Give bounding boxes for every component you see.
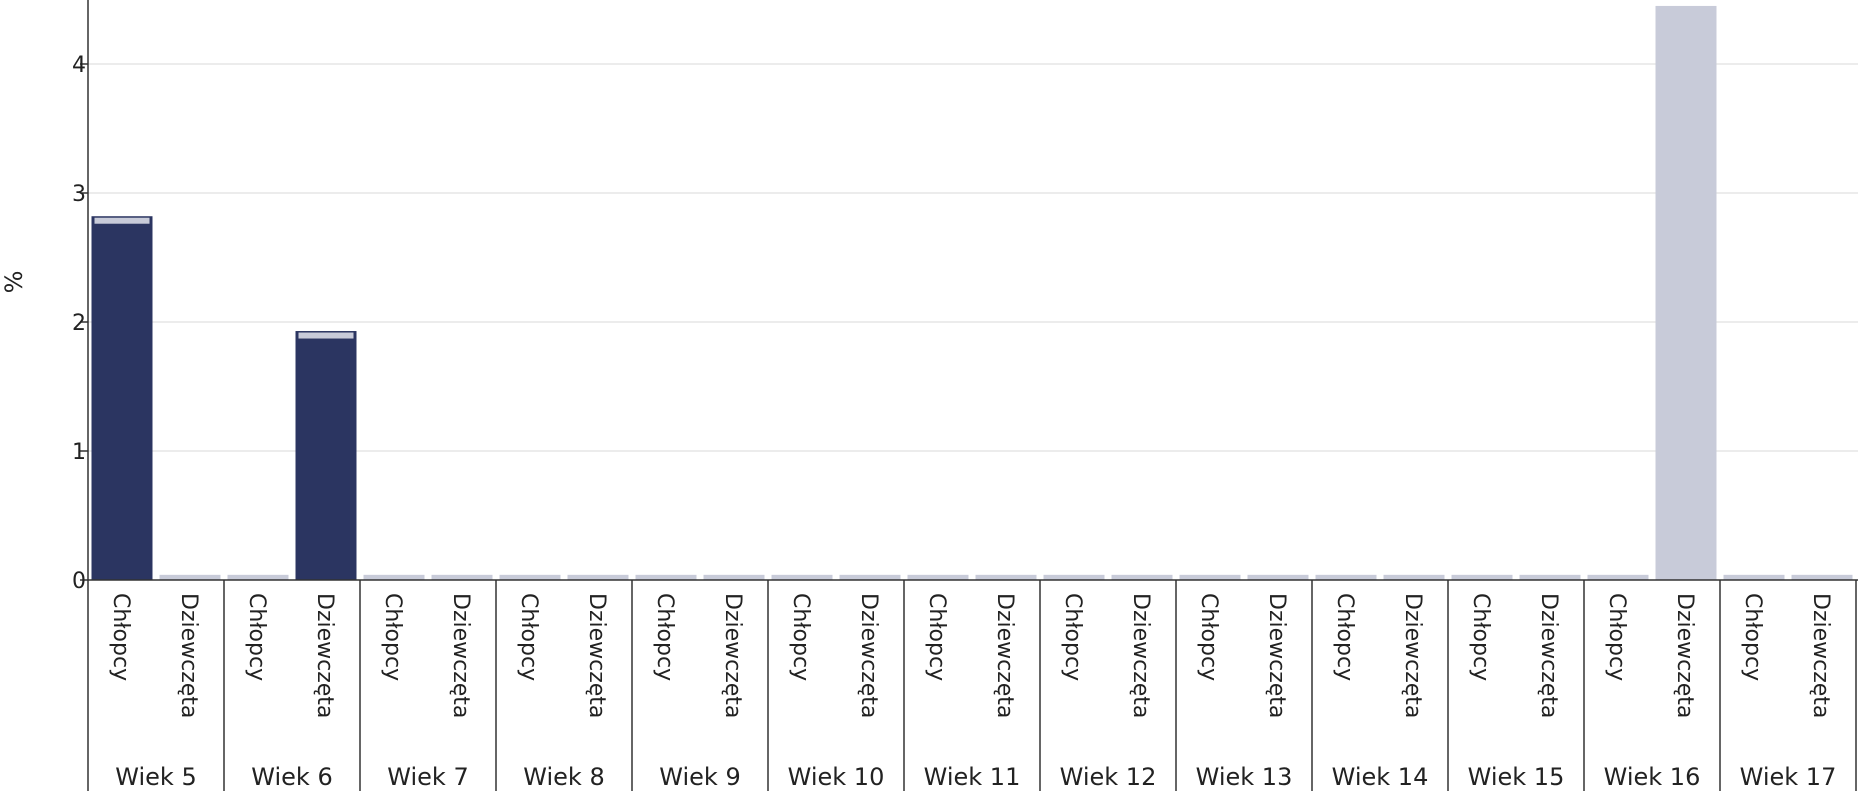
bar-series-2 xyxy=(976,575,1037,580)
subcategory-label: Chłopcy xyxy=(244,593,269,681)
y-tick-label: 2 xyxy=(72,311,86,336)
subcategory-label: Dziewczęta xyxy=(1400,593,1425,718)
y-tick-label: 3 xyxy=(72,182,86,207)
bar-series-2 xyxy=(1724,575,1785,580)
subcategory-label: Dziewczęta xyxy=(176,593,201,718)
bar-series-2 xyxy=(1316,575,1377,580)
bar-series-2 xyxy=(160,575,221,580)
subcategory-label: Dziewczęta xyxy=(856,593,881,718)
group-label: Wiek 12 xyxy=(1060,763,1157,791)
group-label: Wiek 5 xyxy=(115,763,196,791)
y-axis-label: % xyxy=(0,271,28,294)
group-label: Wiek 13 xyxy=(1196,763,1293,791)
subcategory-label: Chłopcy xyxy=(516,593,541,681)
subcategory-label: Chłopcy xyxy=(1196,593,1221,681)
group-label: Wiek 17 xyxy=(1740,763,1837,791)
group-label: Wiek 8 xyxy=(523,763,604,791)
bar-series-1 xyxy=(92,216,153,580)
group-label: Wiek 16 xyxy=(1604,763,1701,791)
bars xyxy=(92,6,1853,580)
bar-series-2 xyxy=(1792,575,1853,580)
bar-series-2 xyxy=(1180,575,1241,580)
subcategory-label: Dziewczęta xyxy=(720,593,745,718)
bar-series-2 xyxy=(432,575,493,580)
subcategory-label: Chłopcy xyxy=(652,593,677,681)
subcategory-label: Dziewczęta xyxy=(1672,593,1697,718)
bar-series-1 xyxy=(296,331,357,580)
bar-series-2 xyxy=(908,575,969,580)
bar-series-2 xyxy=(1520,575,1581,580)
bar-series-2 xyxy=(636,575,697,580)
group-label: Wiek 9 xyxy=(659,763,740,791)
bar-series-2 xyxy=(568,575,629,580)
x-category-labels: Wiek 5 Chłopcy Dziewczęta Wiek 6 Chłopcy Dzie… xyxy=(108,593,1836,791)
subcategory-label: Dziewczęta xyxy=(1264,593,1289,718)
subcategory-label: Dziewczęta xyxy=(448,593,473,718)
subcategory-label: Chłopcy xyxy=(108,593,133,681)
bar-series-2 xyxy=(1044,575,1105,580)
y-tick-labels: 0 1 2 3 4 xyxy=(72,53,86,594)
bar-series-2 xyxy=(1452,575,1513,580)
group-label: Wiek 6 xyxy=(251,763,332,791)
bar-series-2 xyxy=(228,575,289,580)
y-tick-label: 4 xyxy=(72,53,86,78)
y-tick-label: 0 xyxy=(72,569,86,594)
subcategory-label: Dziewczęta xyxy=(312,593,337,718)
bar-series-2 xyxy=(1112,575,1173,580)
bar-series-2 xyxy=(364,575,425,580)
subcategory-label: Chłopcy xyxy=(380,593,405,681)
bar-series-2 xyxy=(299,333,354,339)
bar-series-2 xyxy=(1656,6,1717,580)
subcategory-label: Chłopcy xyxy=(1468,593,1493,681)
subcategory-label: Chłopcy xyxy=(788,593,813,681)
subcategory-label: Chłopcy xyxy=(1332,593,1357,681)
y-tick-label: 1 xyxy=(72,440,86,465)
bar-series-2 xyxy=(704,575,765,580)
group-label: Wiek 10 xyxy=(788,763,885,791)
group-label: Wiek 7 xyxy=(387,763,468,791)
subcategory-label: Dziewczęta xyxy=(1128,593,1153,718)
bar-series-2 xyxy=(95,218,150,224)
group-label: Wiek 15 xyxy=(1468,763,1565,791)
subcategory-label: Chłopcy xyxy=(924,593,949,681)
subcategory-label: Chłopcy xyxy=(1740,593,1765,681)
subcategory-label: Dziewczęta xyxy=(992,593,1017,718)
subcategory-label: Dziewczęta xyxy=(584,593,609,718)
subcategory-label: Dziewczęta xyxy=(1808,593,1833,718)
group-label: Wiek 14 xyxy=(1332,763,1429,791)
bar-series-2 xyxy=(840,575,901,580)
group-label: Wiek 11 xyxy=(924,763,1021,791)
subcategory-label: Chłopcy xyxy=(1604,593,1629,681)
bar-series-2 xyxy=(1248,575,1309,580)
subcategory-label: Chłopcy xyxy=(1060,593,1085,681)
bar-series-2 xyxy=(772,575,833,580)
bar-series-2 xyxy=(1384,575,1445,580)
bar-series-2 xyxy=(1588,575,1649,580)
subcategory-label: Dziewczęta xyxy=(1536,593,1561,718)
bar-series-2 xyxy=(500,575,561,580)
